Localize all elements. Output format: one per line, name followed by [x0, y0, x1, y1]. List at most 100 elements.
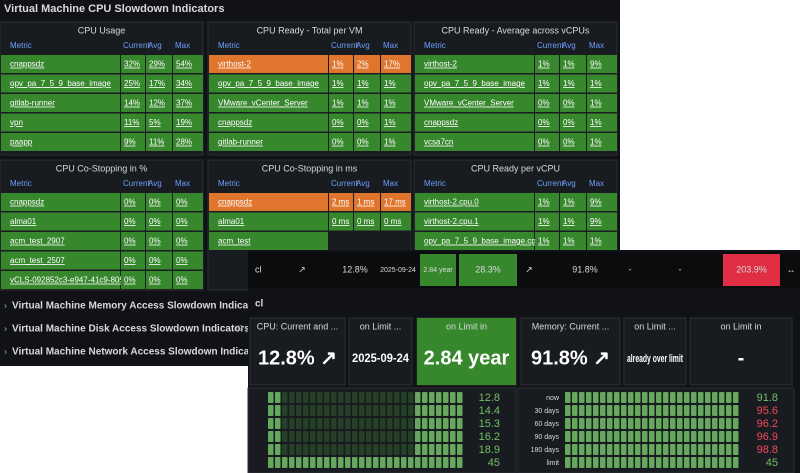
cell-text[interactable]: 0 ms	[357, 217, 374, 226]
cell-text[interactable]: 0%	[149, 198, 161, 207]
cell-text[interactable]: 0%	[357, 118, 369, 127]
cell-text[interactable]: 0%	[124, 198, 136, 207]
cell-text[interactable]: paapp	[10, 138, 33, 147]
cell-text[interactable]: 1 ms	[357, 198, 374, 207]
cell-text[interactable]: 0%	[149, 217, 161, 226]
cell-text[interactable]: acm_test	[218, 237, 251, 246]
cell-text[interactable]: 0 ms	[332, 217, 349, 226]
cell-text[interactable]: cnappsdz	[218, 118, 252, 127]
cell-text[interactable]: opv_pa_7_5_9_base_image	[10, 79, 112, 88]
cell-text[interactable]: cnappsdz	[218, 198, 252, 207]
cell-text[interactable]: 9%	[590, 60, 602, 69]
cell-text[interactable]: 1%	[563, 237, 575, 246]
cell-text[interactable]: 1%	[332, 60, 344, 69]
cell-text[interactable]: 12%	[149, 99, 165, 108]
cell-text[interactable]: 1%	[563, 60, 575, 69]
cell-text[interactable]: 0%	[124, 276, 136, 285]
cell-text[interactable]: 0%	[124, 237, 136, 246]
cell-text[interactable]: 0%	[124, 256, 136, 265]
collapsed-row-title[interactable]: Virtual Machine Network Access Slowdown …	[12, 347, 269, 358]
cell-text[interactable]: 0%	[538, 138, 550, 147]
cell-text[interactable]: 54%	[176, 60, 192, 69]
cell-text[interactable]: vCLS-092852c3-e947-41c9-805c-	[10, 276, 131, 285]
cell-text[interactable]: alma01	[218, 217, 245, 226]
cell-text[interactable]: VMware_vCenter_Server	[218, 99, 308, 108]
cell-text[interactable]: 11%	[149, 138, 164, 147]
cell-text[interactable]: cnappsdz	[10, 60, 44, 69]
cell-text[interactable]: 1%	[384, 118, 396, 127]
cell-text[interactable]: 0%	[332, 138, 344, 147]
cell-text[interactable]: 1%	[384, 99, 396, 108]
cell-text[interactable]: 0%	[563, 118, 575, 127]
cell-text[interactable]: opv_pa_7_5_9_base_image	[424, 79, 526, 88]
cell-text[interactable]: 1%	[590, 118, 602, 127]
cell-text[interactable]: 1%	[384, 79, 396, 88]
cell-text[interactable]: cnappsdz	[10, 198, 44, 207]
cell-text[interactable]: 1%	[538, 60, 550, 69]
cell-text[interactable]: 1%	[590, 237, 602, 246]
cell-text[interactable]: 1%	[332, 79, 344, 88]
cell-text[interactable]: 1%	[563, 217, 575, 226]
collapsed-row-title[interactable]: Virtual Machine Disk Access Slowdown Ind…	[12, 324, 250, 335]
cell-text[interactable]: virthost-2.cpu.1	[424, 217, 479, 226]
cell-text[interactable]: 1%	[538, 217, 550, 226]
cell-text[interactable]: 1%	[590, 79, 602, 88]
cell-text[interactable]: 0%	[538, 99, 550, 108]
section-title[interactable]: Virtual Machine CPU Slowdown Indicators	[4, 3, 224, 15]
cell-text[interactable]: 1%	[332, 99, 344, 108]
cell-text[interactable]: 0%	[176, 256, 188, 265]
cell-text[interactable]: vpn	[10, 118, 23, 127]
cell-text[interactable]: 0%	[124, 217, 136, 226]
cell-text[interactable]: 1%	[590, 138, 602, 147]
cell-text[interactable]: 17%	[149, 79, 165, 88]
cell-text[interactable]: 0%	[149, 256, 161, 265]
cell-text[interactable]: 34%	[176, 79, 192, 88]
cell-text[interactable]: vcsa7cn	[424, 138, 453, 147]
cell-text[interactable]: 0%	[176, 198, 188, 207]
cell-text[interactable]: 25%	[124, 79, 140, 88]
cell-text[interactable]: 0%	[176, 237, 188, 246]
cell-text[interactable]: 9%	[124, 138, 136, 147]
cell-text[interactable]: 14%	[124, 99, 140, 108]
cell-text[interactable]: 0%	[149, 237, 161, 246]
collapsed-row-title[interactable]: Virtual Machine Memory Access Slowdown I…	[12, 301, 268, 312]
cell-text[interactable]: 1%	[538, 79, 550, 88]
cell-text[interactable]: 0%	[332, 118, 344, 127]
cell-text[interactable]: 0%	[563, 138, 575, 147]
cell-text[interactable]: 0%	[538, 118, 550, 127]
cell-text[interactable]: 17 ms	[384, 198, 406, 207]
cell-text[interactable]: 1%	[538, 237, 550, 246]
cell-text[interactable]: gitlab-runner	[10, 99, 55, 108]
cell-text[interactable]: 0%	[149, 276, 161, 285]
cell-text[interactable]: virthost-2	[424, 60, 457, 69]
cell-text[interactable]: 0%	[176, 217, 188, 226]
cell-text[interactable]: 32%	[124, 60, 140, 69]
cell-text[interactable]: 29%	[149, 60, 165, 69]
cell-text[interactable]: gitlab-runner	[218, 138, 263, 147]
cell-text[interactable]: opv_pa_7_5_9_base_image.cpu.0	[424, 237, 547, 246]
cell-text[interactable]: 5%	[149, 118, 161, 127]
cell-text[interactable]: 0%	[357, 138, 369, 147]
cell-text[interactable]: 1%	[384, 138, 396, 147]
cell-text[interactable]: 1%	[357, 99, 369, 108]
cell-text[interactable]: 37%	[176, 99, 192, 108]
cell-text[interactable]: VMware_vCenter_Server	[424, 99, 514, 108]
cell-text[interactable]: 28%	[176, 138, 192, 147]
cell-text[interactable]: 1%	[590, 99, 602, 108]
cell-text[interactable]: virthost-2.cpu.0	[424, 198, 479, 207]
cell-text[interactable]: 0%	[176, 276, 188, 285]
cell-text[interactable]: 0%	[563, 99, 575, 108]
cell-text[interactable]: acm_test_2507	[10, 256, 65, 265]
cell-text[interactable]: 19%	[176, 118, 192, 127]
cell-text[interactable]: 2%	[357, 60, 369, 69]
cell-text[interactable]: virthost-2	[218, 60, 251, 69]
cell-text[interactable]: 2 ms	[332, 198, 349, 207]
cell-text[interactable]: alma01	[10, 217, 37, 226]
cell-text[interactable]: opv_pa_7_5_9_base_image	[218, 79, 320, 88]
cell-text[interactable]: acm_test_2907	[10, 237, 65, 246]
cell-text[interactable]: 17%	[384, 60, 400, 69]
cell-text[interactable]: 1%	[538, 198, 550, 207]
cell-text[interactable]: 11%	[124, 118, 139, 127]
cell-text[interactable]: 0 ms	[384, 217, 401, 226]
cell-text[interactable]: 1%	[563, 198, 575, 207]
